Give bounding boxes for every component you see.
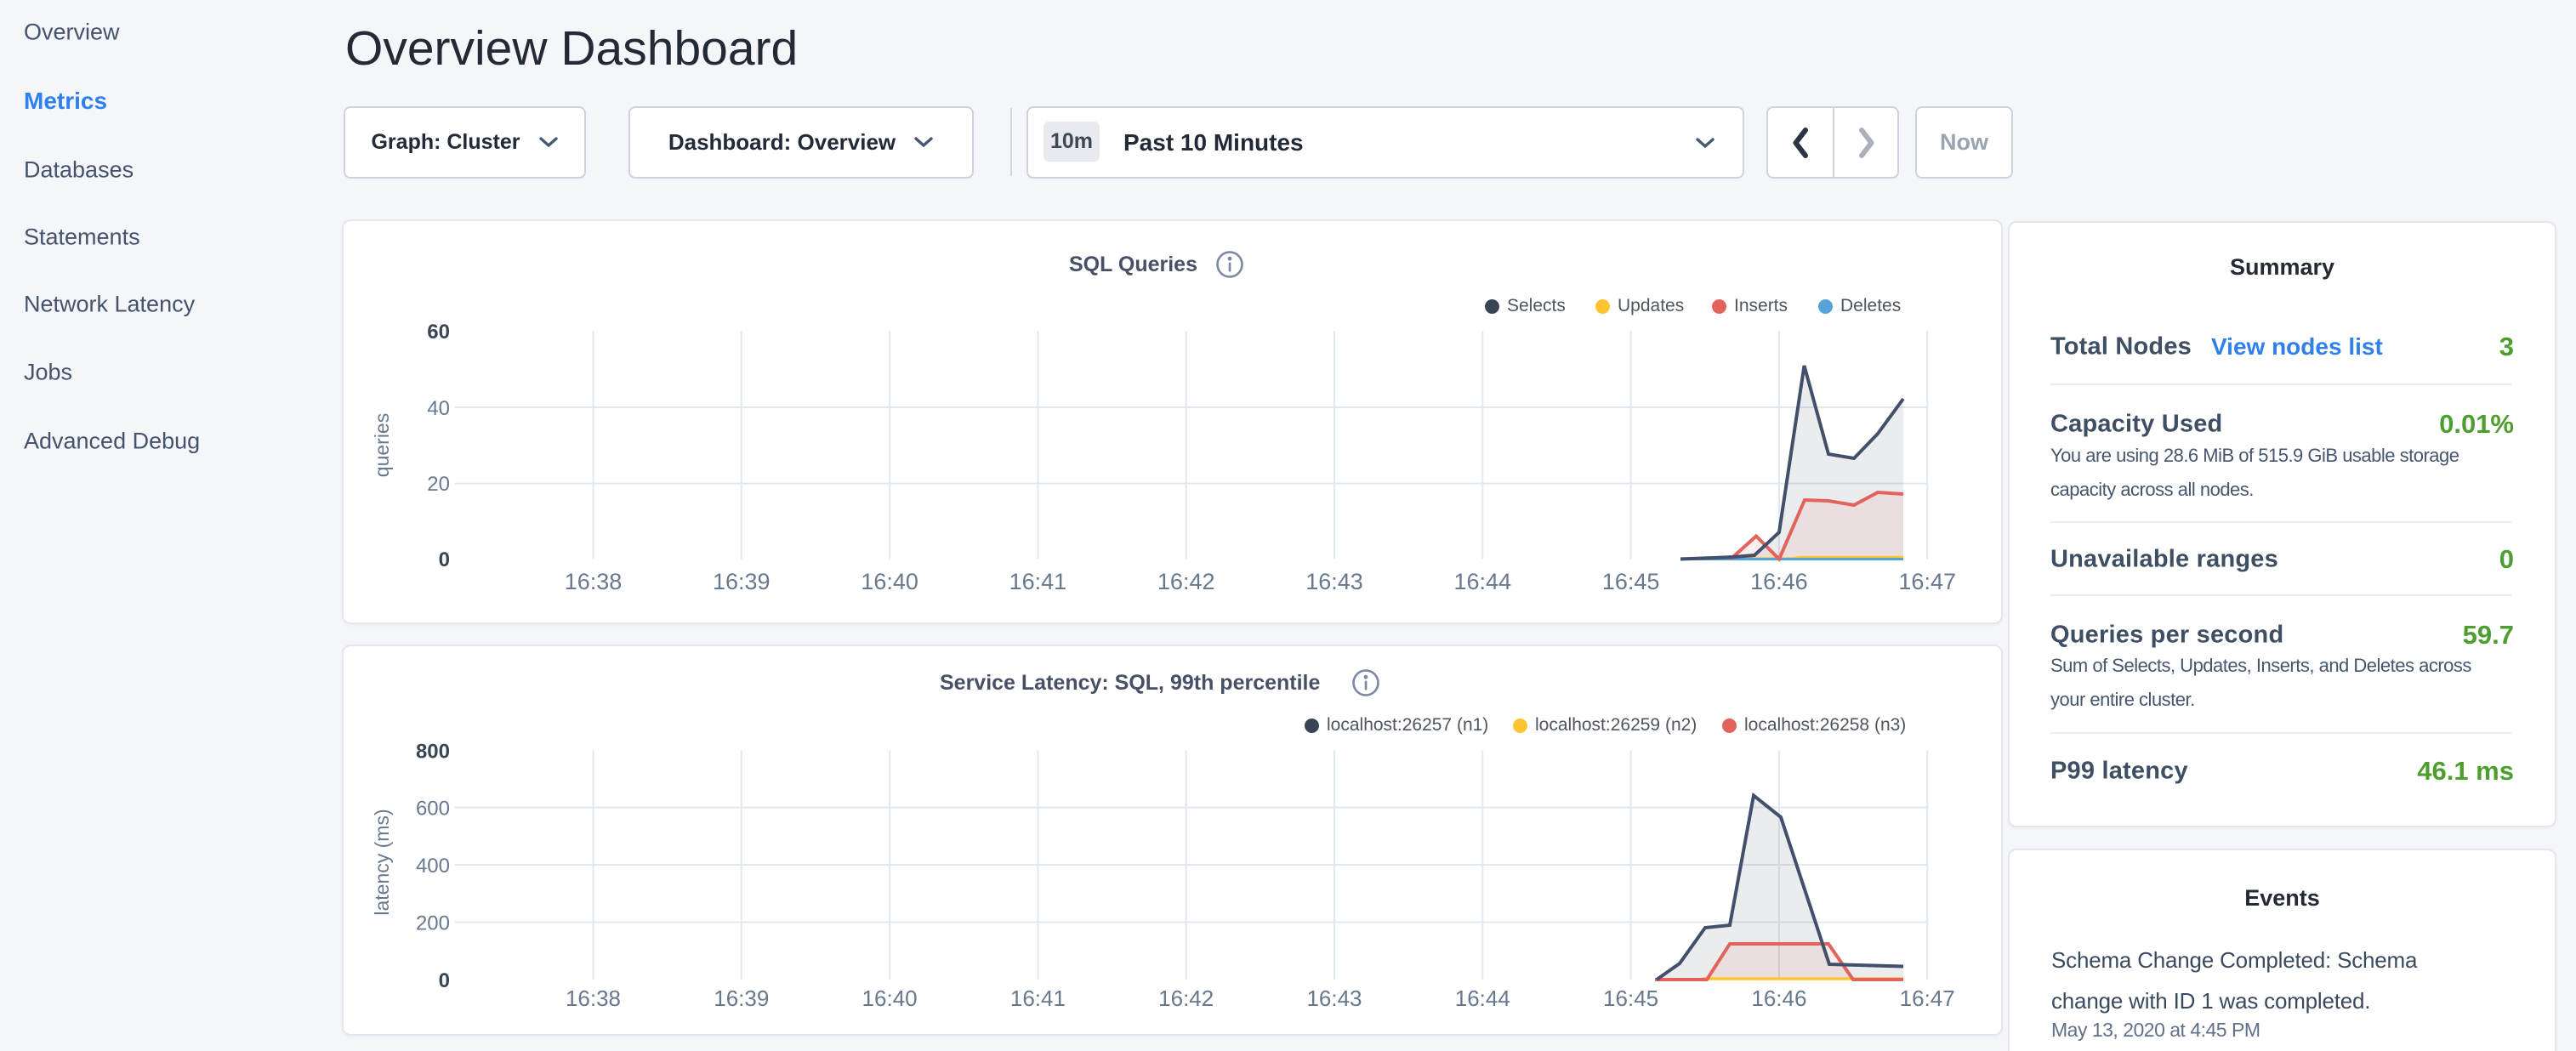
svg-text:16:39: 16:39: [714, 986, 769, 1011]
svg-text:16:39: 16:39: [713, 569, 771, 594]
svg-text:latency (ms): latency (ms): [371, 809, 393, 915]
svg-text:16:47: 16:47: [1900, 986, 1955, 1011]
svg-text:16:43: 16:43: [1305, 569, 1363, 594]
svg-text:200: 200: [416, 912, 450, 935]
svg-text:16:44: 16:44: [1454, 569, 1512, 594]
svg-text:16:41: 16:41: [1010, 986, 1066, 1011]
svg-text:16:46: 16:46: [1751, 986, 1806, 1011]
svg-text:60: 60: [427, 321, 450, 344]
svg-text:40: 40: [427, 397, 450, 420]
svg-text:16:46: 16:46: [1750, 569, 1808, 594]
svg-text:16:44: 16:44: [1455, 986, 1510, 1011]
svg-text:queries: queries: [371, 413, 393, 477]
svg-text:800: 800: [416, 741, 450, 764]
svg-text:16:45: 16:45: [1603, 986, 1658, 1011]
svg-text:600: 600: [416, 798, 450, 821]
svg-text:16:38: 16:38: [566, 986, 621, 1011]
svg-text:16:47: 16:47: [1898, 569, 1956, 594]
svg-text:16:41: 16:41: [1009, 569, 1067, 594]
svg-text:400: 400: [416, 855, 450, 878]
svg-text:16:40: 16:40: [862, 986, 918, 1011]
svg-text:16:43: 16:43: [1306, 986, 1362, 1011]
svg-text:16:42: 16:42: [1157, 569, 1215, 594]
svg-text:16:40: 16:40: [861, 569, 918, 594]
svg-text:0: 0: [439, 548, 450, 571]
svg-text:16:38: 16:38: [565, 569, 623, 594]
svg-text:16:42: 16:42: [1158, 986, 1214, 1011]
svg-text:0: 0: [439, 969, 450, 992]
svg-text:16:45: 16:45: [1602, 569, 1660, 594]
svg-text:20: 20: [427, 473, 450, 496]
